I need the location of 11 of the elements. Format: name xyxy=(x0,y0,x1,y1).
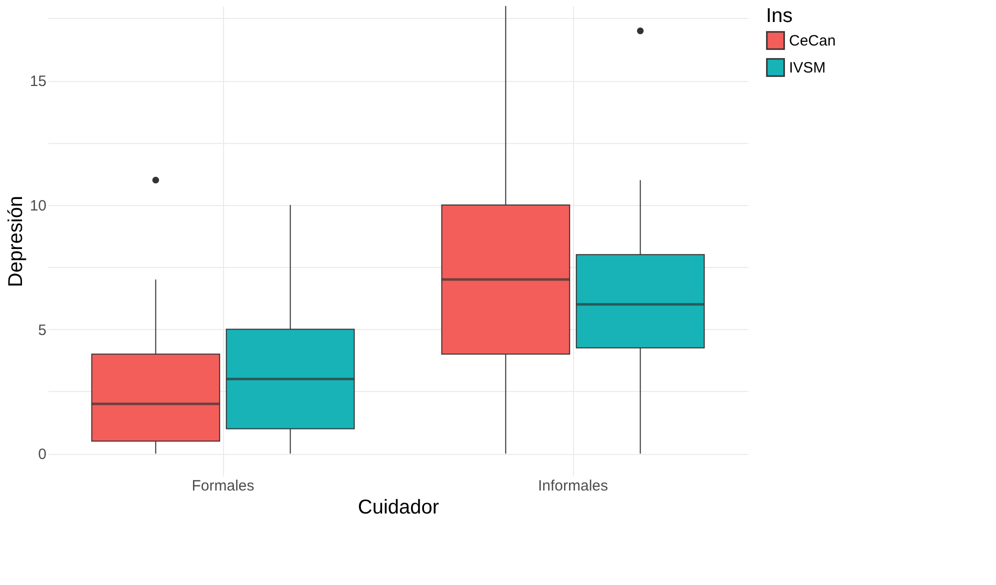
x-tick-label: Informales xyxy=(538,478,608,494)
x-axis-title: Cuidador xyxy=(358,496,440,518)
legend-title: Ins xyxy=(766,5,793,27)
y-tick-label: 15 xyxy=(30,73,46,90)
y-tick-label: 5 xyxy=(38,322,46,339)
y-tick-label: 10 xyxy=(30,197,46,214)
y-axis-title: Depresión xyxy=(4,196,27,288)
y-tick-label: 0 xyxy=(38,446,46,464)
legend-label: IVSM xyxy=(789,60,826,76)
legend-label: CeCan xyxy=(789,32,836,50)
x-tick-label: Formales xyxy=(192,478,254,494)
